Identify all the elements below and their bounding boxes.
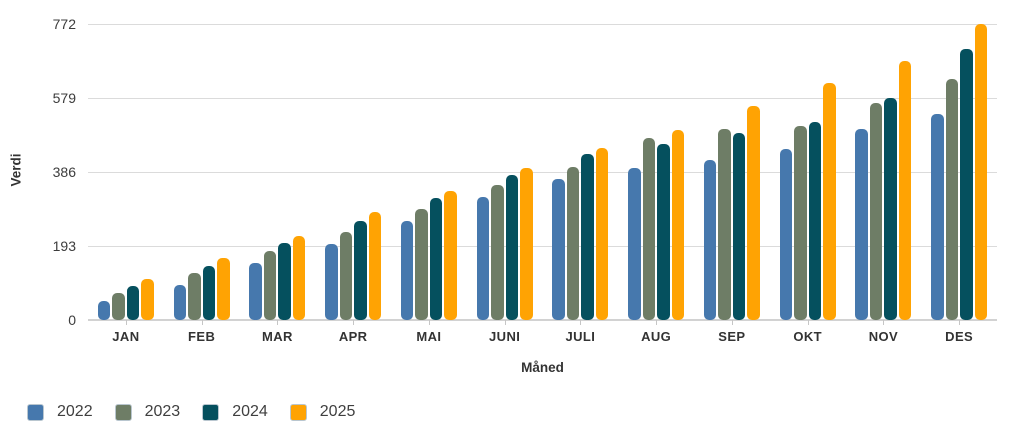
bar-2023-jan[interactable] [112, 293, 125, 320]
bar-2023-nov[interactable] [869, 102, 883, 320]
bar-2024-des[interactable] [960, 48, 973, 320]
bar-2022-juli[interactable] [552, 178, 565, 320]
x-tick-mark-apr [353, 320, 355, 325]
bar-2024-aug[interactable] [657, 144, 670, 320]
legend-item-2025[interactable]: 2025 [289, 403, 356, 421]
bar-2025-des[interactable] [974, 24, 988, 320]
x-tick-label-nov: NOV [868, 329, 899, 344]
x-tick-label-aug: AUG [641, 329, 672, 344]
legend-item-2023[interactable]: 2023 [114, 403, 181, 421]
gridline-193 [88, 245, 997, 247]
bar-2022-des[interactable] [931, 114, 944, 320]
legend-label-2024: 2024 [232, 403, 268, 420]
bar-2022-apr[interactable] [325, 244, 338, 320]
legend-swatch-2025 [289, 403, 307, 421]
bar-2023-des[interactable] [945, 79, 959, 320]
legend-swatch-2023 [114, 403, 132, 421]
bar-2024-juni[interactable] [505, 175, 519, 320]
bar-2023-aug[interactable] [642, 137, 656, 320]
legend: 2022 2023 2024 2025 [27, 403, 355, 421]
bar-2025-mar[interactable] [292, 236, 306, 320]
bar-2023-feb[interactable] [188, 273, 201, 320]
y-tick-label-772: 772 [52, 16, 76, 32]
x-tick-label-juni: JUNI [489, 329, 521, 344]
bar-2025-okt[interactable] [823, 83, 836, 320]
bar-2023-sep[interactable] [718, 129, 731, 320]
x-tick-label-juli: JULI [565, 329, 596, 344]
bar-2025-nov[interactable] [898, 60, 912, 320]
legend-swatch-2022 [27, 403, 44, 421]
bar-2025-feb[interactable] [217, 257, 230, 320]
y-tick-label-386: 386 [52, 164, 76, 180]
bar-2024-feb[interactable] [202, 265, 216, 320]
bar-2024-jan[interactable] [126, 285, 140, 320]
bar-2024-nov[interactable] [884, 97, 897, 320]
x-tick-mark-juni [504, 320, 506, 325]
bar-2024-okt[interactable] [808, 121, 822, 320]
x-tick-label-sep: SEP [718, 329, 746, 344]
gridline-579 [88, 97, 997, 99]
bar-2022-mar[interactable] [249, 262, 262, 320]
x-tick-mark-okt [807, 320, 809, 325]
y-tick-label-579: 579 [52, 90, 76, 106]
bar-2024-juli[interactable] [581, 153, 594, 320]
bar-2022-jan[interactable] [97, 301, 111, 320]
bar-2025-mai[interactable] [444, 190, 457, 320]
x-tick-label-okt: OKT [793, 329, 822, 344]
x-tick-mark-aug [656, 320, 658, 325]
x-tick-mark-jan [125, 320, 127, 325]
legend-label-2023: 2023 [144, 403, 181, 420]
bar-2022-juni[interactable] [476, 197, 490, 320]
bar-2024-mar[interactable] [278, 243, 291, 320]
x-tick-mark-sep [731, 320, 733, 325]
y-tick-label-0: 0 [68, 312, 76, 328]
bar-2023-juni[interactable] [491, 185, 504, 320]
bar-2025-jan[interactable] [141, 278, 154, 320]
bar-2025-sep[interactable] [747, 106, 760, 320]
x-tick-label-feb: FEB [188, 329, 216, 344]
x-tick-mark-nov [883, 320, 885, 325]
bar-2022-aug[interactable] [628, 168, 641, 320]
bar-2025-aug[interactable] [671, 129, 685, 320]
x-tick-mark-mai [428, 320, 430, 325]
x-tick-label-jan: JAN [112, 329, 140, 344]
gridline-386 [88, 171, 997, 173]
x-tick-mark-juli [580, 320, 582, 325]
bar-2023-juli[interactable] [566, 166, 580, 320]
x-axis-line [88, 319, 997, 321]
legend-label-2022: 2022 [57, 403, 93, 420]
legend-label-2025: 2025 [319, 403, 356, 420]
x-tick-label-mai: MAI [416, 329, 442, 344]
bar-2023-mar[interactable] [263, 250, 277, 320]
legend-item-2024[interactable]: 2024 [202, 403, 268, 421]
bar-2022-feb[interactable] [173, 285, 187, 320]
x-axis-title: Måned [521, 360, 564, 375]
legend-swatch-2024 [202, 403, 220, 421]
bar-2023-okt[interactable] [794, 125, 807, 320]
bar-2025-juni[interactable] [520, 167, 533, 320]
bar-2022-nov[interactable] [855, 129, 868, 320]
x-tick-mark-des [959, 320, 961, 325]
x-tick-label-des: DES [945, 329, 974, 344]
bar-2024-sep[interactable] [732, 132, 746, 320]
y-tick-label-193: 193 [52, 238, 76, 254]
bar-2022-mai[interactable] [400, 221, 414, 320]
bar-2023-apr[interactable] [339, 231, 353, 320]
bar-2025-juli[interactable] [595, 147, 609, 320]
x-tick-mark-feb [201, 320, 203, 325]
bar-2023-mai[interactable] [415, 209, 428, 320]
bar-2024-mai[interactable] [429, 198, 443, 320]
bar-2022-sep[interactable] [703, 160, 717, 320]
gridline-772 [88, 23, 997, 25]
bar-2024-apr[interactable] [354, 220, 367, 320]
legend-item-2022[interactable]: 2022 [27, 403, 93, 421]
x-tick-label-mar: MAR [261, 329, 293, 344]
x-tick-label-apr: APR [338, 329, 368, 344]
bar-2025-apr[interactable] [368, 212, 382, 320]
x-tick-mark-mar [277, 320, 279, 325]
bar-2022-okt[interactable] [779, 148, 793, 320]
